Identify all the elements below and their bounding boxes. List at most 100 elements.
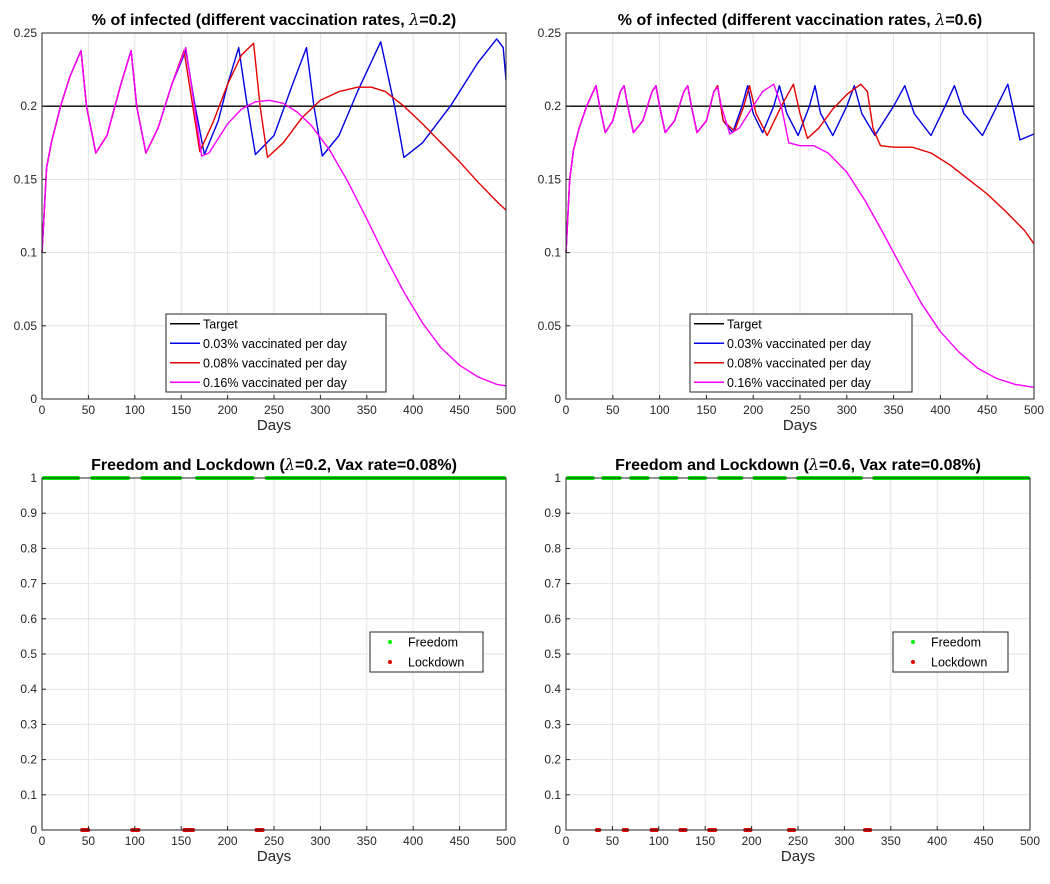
chart-title: Freedom and Lockdown (λ=0.2, Vax rate=0.… bbox=[91, 455, 457, 474]
series-line-4 bbox=[41, 46, 507, 387]
x-tick-label: 450 bbox=[974, 834, 994, 848]
x-tick-label: 450 bbox=[450, 834, 470, 848]
y-tick-label: 0.4 bbox=[20, 682, 37, 696]
y-tick-label: 0.9 bbox=[20, 506, 37, 520]
x-tick-label: 200 bbox=[218, 403, 238, 417]
y-tick-label: 0.7 bbox=[544, 577, 561, 591]
y-tick-label: 0.25 bbox=[538, 26, 562, 40]
x-tick-label: 400 bbox=[403, 834, 423, 848]
legend-label: Target bbox=[203, 317, 238, 331]
y-tick-label: 0.9 bbox=[544, 506, 561, 520]
x-axis-label: Days bbox=[257, 417, 291, 434]
x-tick-label: 350 bbox=[357, 403, 377, 417]
x-tick-label: 100 bbox=[125, 834, 145, 848]
y-tick-label: 0 bbox=[30, 823, 37, 837]
legend-swatch bbox=[388, 640, 392, 644]
legend-box bbox=[689, 313, 913, 393]
chart-panel-3: 0 50 100 150 200 250 300 350 400 450 500 0 0.1 0.2 0.3… bbox=[20, 455, 516, 865]
x-tick-label: 400 bbox=[927, 834, 947, 848]
x-tick-label: 300 bbox=[834, 834, 854, 848]
y-tick-label: 0.8 bbox=[544, 541, 561, 555]
x-tick-label: 100 bbox=[650, 403, 670, 417]
x-tick-label: 150 bbox=[171, 403, 191, 417]
chart-panel-2: 0 50 100 150 200 250 300 350 400 450 500 0 0.05 0.1 0.… bbox=[538, 10, 1045, 434]
legend-label: 0.08% vaccinated per day bbox=[727, 356, 872, 370]
x-tick-label: 250 bbox=[790, 403, 810, 417]
x-tick-label: 300 bbox=[310, 834, 330, 848]
x-tick-label: 0 bbox=[39, 834, 46, 848]
y-tick-label: 0.3 bbox=[20, 717, 37, 731]
legend-label: 0.03% vaccinated per day bbox=[203, 337, 348, 351]
y-tick-label: 0.1 bbox=[544, 246, 561, 260]
x-tick-label: 250 bbox=[788, 834, 808, 848]
x-tick-label: 450 bbox=[977, 403, 997, 417]
legend-swatch bbox=[911, 640, 915, 644]
y-tick-label: 0.8 bbox=[20, 541, 37, 555]
x-tick-label: 400 bbox=[403, 403, 423, 417]
chart-panel-1: 0 50 100 150 200 250 300 350 400 450 500 0 0.05 0.1 0.… bbox=[14, 10, 517, 434]
x-tick-label: 100 bbox=[649, 834, 669, 848]
legend: Target 0.03% vaccinated per day 0.08% vacc… bbox=[165, 313, 387, 393]
legend-label: Lockdown bbox=[931, 656, 987, 670]
x-tick-label: 500 bbox=[1020, 834, 1040, 848]
legend-label: Lockdown bbox=[408, 656, 464, 670]
x-axis-label: Days bbox=[781, 848, 815, 865]
y-tick-label: 0 bbox=[554, 392, 561, 406]
legend-swatch bbox=[388, 660, 392, 664]
series-line-4 bbox=[565, 83, 1035, 388]
legend-label: Freedom bbox=[931, 636, 981, 650]
legend-label: 0.16% vaccinated per day bbox=[203, 376, 348, 390]
x-axis-label: Days bbox=[783, 417, 817, 434]
legend-box bbox=[892, 631, 1009, 673]
legend-label: 0.08% vaccinated per day bbox=[203, 356, 348, 370]
x-tick-label: 400 bbox=[930, 403, 950, 417]
chart-panel-4: 0 50 100 150 200 250 300 350 400 450 500 0 0.1 0.2 0.3… bbox=[544, 455, 1040, 865]
y-tick-label: 0.15 bbox=[538, 172, 562, 186]
legend: Freedom Lockdown bbox=[892, 631, 1009, 673]
y-tick-label: 0.2 bbox=[20, 753, 37, 767]
x-tick-label: 100 bbox=[125, 403, 145, 417]
chart-title: % of infected (different vaccination rat… bbox=[92, 10, 456, 29]
y-tick-label: 0.6 bbox=[20, 612, 37, 626]
x-tick-label: 150 bbox=[171, 834, 191, 848]
x-tick-label: 50 bbox=[82, 834, 96, 848]
y-tick-label: 0.1 bbox=[20, 246, 37, 260]
y-tick-label: 0.15 bbox=[14, 172, 38, 186]
y-tick-label: 1 bbox=[554, 471, 561, 485]
x-tick-label: 200 bbox=[743, 403, 763, 417]
x-tick-label: 300 bbox=[310, 403, 330, 417]
y-tick-label: 0 bbox=[30, 392, 37, 406]
legend-label: 0.16% vaccinated per day bbox=[727, 376, 872, 390]
x-axis-label: Days bbox=[257, 848, 291, 865]
x-tick-label: 0 bbox=[39, 403, 46, 417]
x-tick-label: 50 bbox=[82, 403, 96, 417]
y-tick-label: 0.5 bbox=[20, 647, 37, 661]
x-tick-label: 0 bbox=[563, 403, 570, 417]
y-tick-label: 0.4 bbox=[544, 682, 561, 696]
y-tick-label: 0.2 bbox=[20, 99, 37, 113]
x-tick-label: 150 bbox=[695, 834, 715, 848]
legend: Freedom Lockdown bbox=[369, 631, 484, 673]
x-tick-label: 500 bbox=[496, 403, 516, 417]
x-tick-label: 250 bbox=[264, 834, 284, 848]
legend-label: Target bbox=[727, 317, 762, 331]
chart-title: % of infected (different vaccination rat… bbox=[618, 10, 982, 29]
x-tick-label: 50 bbox=[606, 403, 620, 417]
x-tick-label: 250 bbox=[264, 403, 284, 417]
legend-label: Freedom bbox=[408, 636, 458, 650]
y-tick-label: 1 bbox=[30, 471, 37, 485]
x-tick-label: 200 bbox=[742, 834, 762, 848]
legend-label: 0.03% vaccinated per day bbox=[727, 337, 872, 351]
x-tick-label: 150 bbox=[696, 403, 716, 417]
x-tick-label: 50 bbox=[606, 834, 620, 848]
legend: Target 0.03% vaccinated per day 0.08% vacc… bbox=[689, 313, 913, 393]
x-tick-label: 200 bbox=[218, 834, 238, 848]
y-tick-label: 0.05 bbox=[538, 319, 562, 333]
y-tick-label: 0.1 bbox=[544, 788, 561, 802]
x-tick-label: 500 bbox=[496, 834, 516, 848]
y-tick-label: 0.7 bbox=[20, 577, 37, 591]
x-tick-label: 450 bbox=[450, 403, 470, 417]
y-tick-label: 0.25 bbox=[14, 26, 38, 40]
y-tick-label: 0.5 bbox=[544, 647, 561, 661]
x-tick-label: 350 bbox=[881, 834, 901, 848]
